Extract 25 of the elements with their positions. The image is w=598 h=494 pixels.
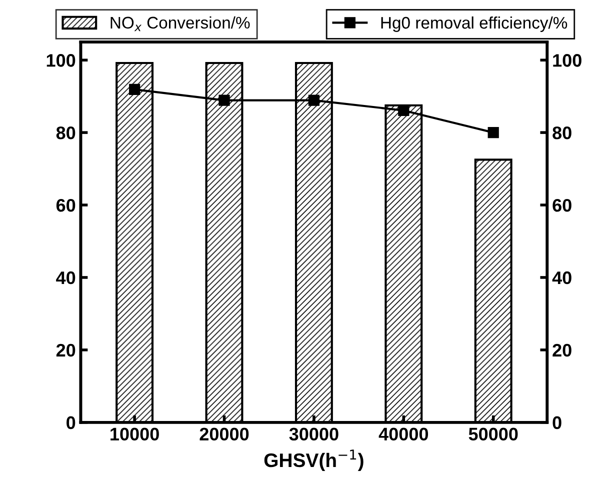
- x-tick-label: 20000: [200, 428, 249, 440]
- y2-tick-label: 100: [553, 54, 582, 67]
- legend-label: NO$_{x}$ Conversion/%: [110, 16, 250, 32]
- y-tick-label: 60: [56, 198, 76, 212]
- y2-tick-label: 20: [552, 344, 572, 357]
- point: [308, 94, 320, 106]
- y-tick-label: 40: [56, 271, 76, 284]
- y2-tick-label: 80: [552, 126, 572, 140]
- y-tick-label: 80: [56, 126, 76, 140]
- y2-tick-label: 0: [552, 416, 562, 430]
- x-axis-title: GHSV(h$^{−1}$): [264, 450, 364, 472]
- y-tick-label: 20: [56, 344, 76, 357]
- y-tick-label: 100: [46, 54, 76, 67]
- point: [488, 127, 499, 138]
- y2-tick-label: 60: [552, 198, 572, 212]
- x-tick-label: 40000: [378, 428, 428, 440]
- x-tick-label: 50000: [468, 428, 518, 440]
- point: [218, 94, 230, 106]
- legend-label: Hg0 removal efficiency/%: [381, 16, 568, 32]
- point: [128, 84, 140, 96]
- point: [398, 104, 410, 116]
- y2-tick-label: 40: [552, 271, 572, 284]
- y-tick-label: 0: [66, 416, 76, 430]
- x-tick-label: 30000: [289, 428, 338, 441]
- x-tick-label: 10000: [110, 428, 159, 440]
